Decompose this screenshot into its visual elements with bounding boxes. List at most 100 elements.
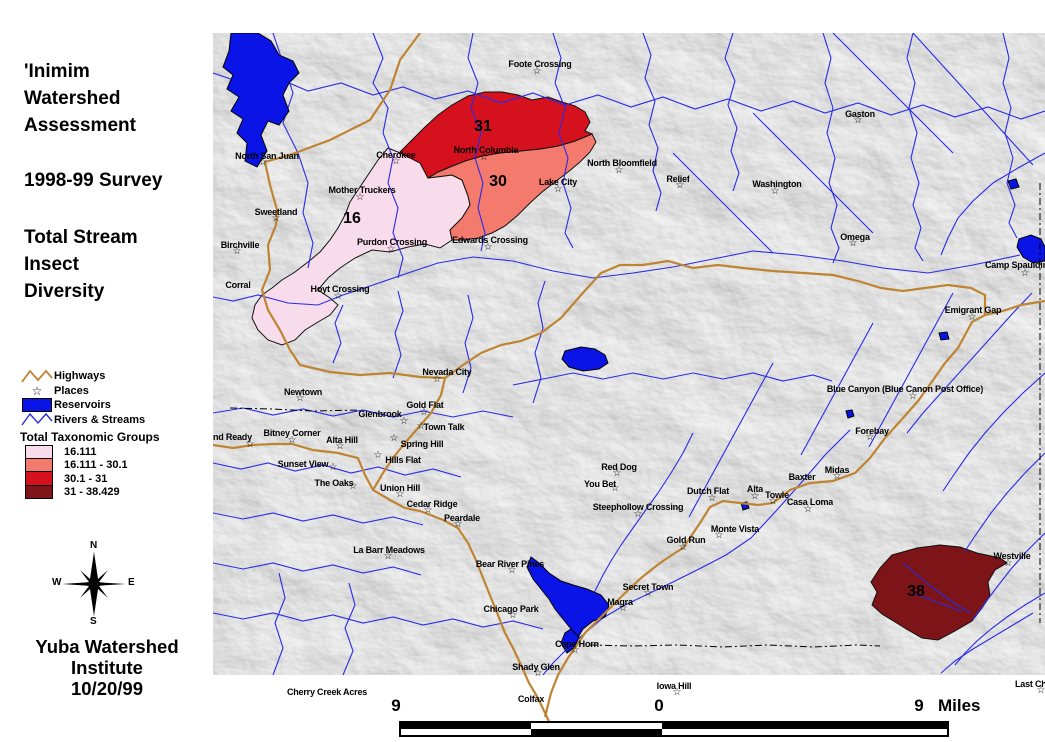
title-line-3: Assessment	[24, 115, 136, 136]
stream-line	[212, 512, 424, 526]
scale-left-value: 9	[391, 696, 401, 715]
stream-line	[868, 292, 954, 448]
taxonomic-class-label: 16.111	[64, 445, 97, 458]
stream-line	[822, 32, 840, 264]
taxonomic-class-label: 30.1 - 31	[64, 472, 108, 485]
map-subtitle: Total Stream Insect Diversity	[24, 224, 138, 305]
survey-label: 1998-99 Survey	[24, 170, 163, 191]
reservoir-polygon	[845, 409, 855, 419]
rivers-legend-label: Rivers & Streams	[54, 413, 146, 426]
compass-south-label: S	[90, 616, 97, 627]
compass-east-label: E	[128, 577, 135, 588]
map-title: 'Inimim Watershed Assessment	[24, 58, 136, 139]
stream-line	[212, 72, 1045, 120]
stream-line	[912, 592, 962, 612]
stream-line	[940, 152, 1045, 256]
stream-line	[392, 290, 404, 379]
title-line-1: 'Inimim	[24, 61, 90, 82]
reservoir-polygon	[1016, 234, 1045, 264]
reservoir-polygon	[938, 331, 950, 341]
stream-line	[724, 32, 740, 192]
subtitle-line-1: Total Stream	[24, 227, 138, 248]
subtitle-line-3: Diversity	[24, 281, 105, 302]
taxonomic-class-row: 16.111	[20, 445, 215, 459]
taxonomic-class-label: 16.111 - 30.1	[64, 459, 128, 472]
credit-block: Yuba Watershed Institute 10/20/99	[0, 636, 214, 699]
legend: Highways ☆ Places Reservoirs Rivers & St…	[20, 369, 215, 499]
taxonomic-class-row: 30.1 - 31	[20, 472, 215, 486]
scale-unit-label: Miles	[938, 696, 981, 715]
stream-line	[462, 294, 474, 394]
reservoir-polygon	[222, 32, 300, 168]
taxonomic-class-swatch	[25, 445, 53, 459]
boundary-line	[229, 407, 361, 412]
stream-line	[212, 250, 1021, 306]
reservoir-polygon	[526, 556, 610, 640]
boundary-line	[589, 644, 881, 648]
stream-line	[800, 322, 874, 456]
stream-line	[906, 32, 924, 262]
compass-west-label: W	[52, 577, 62, 588]
reservoirs-legend-icon	[20, 398, 54, 413]
stream-line	[688, 362, 774, 518]
title-line-2: Watershed	[24, 88, 121, 109]
scale-bar-graphic	[399, 721, 949, 737]
watershed-polygon-31	[399, 91, 594, 179]
highway-line	[372, 377, 447, 491]
stream-line	[940, 612, 1034, 674]
highway-line	[444, 259, 987, 379]
subtitle-line-2: Insect	[24, 254, 79, 275]
reservoirs-legend-label: Reservoirs	[54, 399, 111, 412]
taxonomic-class-row: 16.111 - 30.1	[20, 458, 215, 472]
scale-right-value: 9	[914, 696, 924, 715]
map-area	[212, 32, 1045, 729]
rivers-legend-icon	[20, 412, 54, 427]
map-canvas	[212, 32, 1045, 729]
stream-line	[332, 304, 344, 364]
taxonomic-class-swatch	[25, 485, 53, 499]
stream-line	[467, 32, 486, 252]
taxonomic-class-row: 31 - 38.429	[20, 485, 215, 499]
stream-line	[212, 462, 462, 478]
stream-line	[972, 532, 1045, 620]
legend-row-highways: Highways	[20, 369, 215, 384]
stream-line	[272, 572, 286, 676]
stream-line	[942, 372, 1045, 492]
highways-legend-icon	[20, 369, 54, 384]
stream-line	[512, 372, 833, 386]
taxonomic-class-swatch	[25, 472, 53, 486]
stream-line	[532, 280, 546, 404]
stream-line	[964, 452, 1045, 552]
highway-line	[260, 32, 446, 380]
stream-line	[912, 32, 1034, 166]
stream-line	[752, 112, 874, 234]
highway-line	[543, 299, 1045, 718]
legend-row-reservoirs: Reservoirs	[20, 398, 215, 413]
stream-line	[372, 32, 404, 279]
highways-legend-label: Highways	[54, 370, 106, 383]
legend-row-places: ☆ Places	[20, 384, 215, 399]
highway-line	[212, 442, 553, 729]
stream-line	[587, 432, 694, 606]
credit-date: 10/20/99	[70, 678, 143, 699]
scale-mid-value: 0	[654, 696, 664, 715]
stream-line	[672, 152, 774, 254]
stream-line	[212, 612, 544, 630]
stream-line	[212, 562, 422, 576]
stream-line	[902, 562, 972, 614]
stream-line	[642, 32, 662, 212]
stream-line	[832, 32, 954, 154]
stream-line	[212, 407, 514, 418]
reservoir-polygon	[1007, 178, 1020, 190]
places-star-icon: ☆	[31, 383, 43, 398]
stream-line	[1002, 32, 1018, 239]
compass-rose: N W E S	[50, 540, 138, 628]
highways-layer	[212, 32, 1045, 729]
taxonomic-classes: 16.111 16.111 - 30.1 30.1 - 31 31 - 38.429	[20, 445, 215, 499]
taxonomic-groups-header: Total Taxonomic Groups	[20, 430, 160, 444]
bounds-layer	[229, 183, 1041, 648]
taxonomic-class-swatch	[25, 458, 53, 472]
compass-north-label: N	[90, 540, 98, 551]
stream-line	[954, 592, 1045, 666]
